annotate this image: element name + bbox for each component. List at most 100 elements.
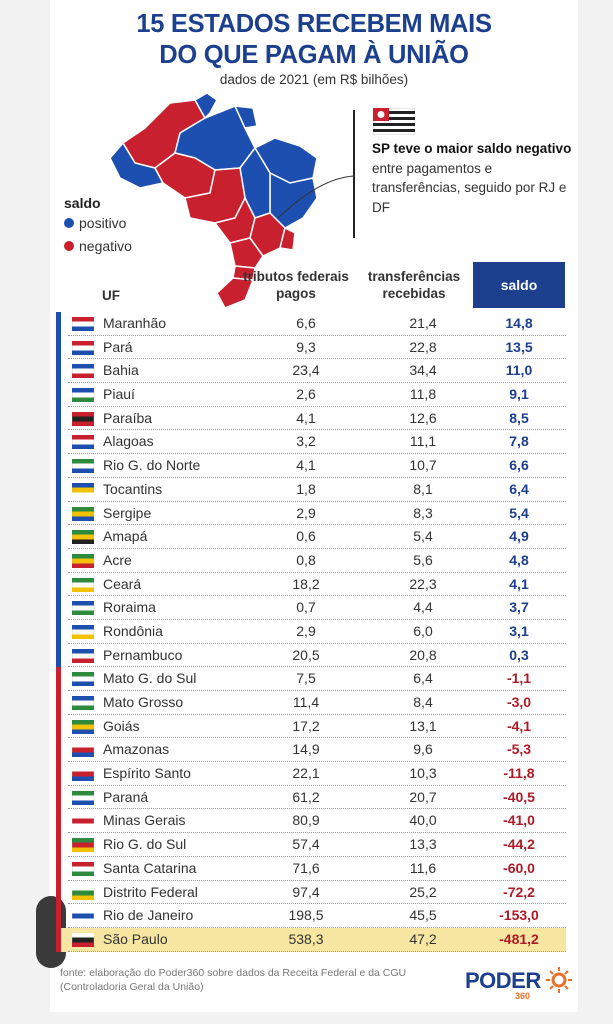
state-name: Pernambuco: [103, 646, 183, 663]
saldo-sign-bar: [56, 477, 61, 502]
transferencias-value: 13,1: [409, 717, 437, 734]
tributos-value: 71,6: [292, 859, 320, 876]
logo-text: PODER: [465, 968, 541, 993]
state-name: Tocantins: [103, 480, 163, 497]
transferencias-value: 47,2: [409, 930, 437, 947]
transferencias-value: 5,4: [413, 528, 433, 545]
transferencias-value: 20,7: [409, 788, 437, 805]
table-row: Santa Catarina 71,6 11,6 -60,0: [56, 856, 566, 881]
transferencias-value: 8,4: [413, 694, 433, 710]
table-row: Mato Grosso 11,4 8,4 -3,0: [56, 691, 566, 715]
saldo-value: -41,0: [503, 812, 535, 829]
state-name: Maranhão: [103, 315, 167, 331]
saldo-value: 13,5: [505, 338, 533, 355]
table-row: Piauí 2,6 11,8 9,1: [56, 383, 566, 407]
table-row: Bahia 23,4 34,4 11,0: [56, 359, 566, 384]
saldo-sign-bar: [56, 383, 61, 407]
state-flag-icon: [72, 624, 94, 639]
legend-positive: positivo: [64, 215, 126, 231]
tributos-value: 538,3: [288, 930, 324, 947]
state-name: Paraíba: [103, 409, 153, 426]
transferencias-value: 12,6: [409, 409, 437, 426]
table-row: Roraima 0,7 4,4 3,7: [56, 596, 566, 620]
data-table: Maranhão 6,6 21,4 14,8 Pará 9,3 22,8 13,5 Bahia 2…: [56, 312, 566, 952]
column-header-uf: UF: [102, 288, 120, 303]
table-row: Paraíba 4,1 12,6 8,5: [56, 406, 566, 431]
state-flag-icon: [72, 506, 94, 521]
saldo-sign-bar: [56, 501, 61, 526]
brazil-map-icon: [109, 92, 318, 309]
tributos-value: 17,2: [292, 717, 320, 734]
tributos-value: 0,7: [296, 599, 316, 616]
page-title-line2: DO QUE PAGAM À UNIÃO: [159, 41, 469, 69]
infographic-card: 15 ESTADOS RECEBEM MAIS DO QUE PAGAM À U…: [36, 0, 578, 1012]
state-flag-icon: [72, 364, 94, 379]
tributos-value: 2,9: [296, 622, 316, 639]
column-header-tributos: tributos federais pagos: [243, 269, 349, 301]
state-flag-icon: [72, 672, 94, 687]
tributos-value: 11,4: [292, 694, 320, 710]
state-name: Goiás: [103, 717, 140, 734]
saldo-value: -3,0: [506, 694, 532, 710]
saldo-sign-bar: [56, 359, 61, 384]
transferencias-value: 13,3: [409, 836, 437, 853]
transferencias-value: 4,4: [413, 599, 433, 616]
legend-positive-label: positivo: [79, 215, 127, 231]
table-row: Rondônia 2,9 6,0 3,1: [56, 619, 566, 644]
state-name: Piauí: [103, 386, 135, 403]
transferencias-value: 22,8: [409, 338, 437, 355]
table-row: Pernambuco 20,5 20,8 0,3: [56, 643, 566, 668]
saldo-sign-bar: [56, 809, 61, 834]
saldo-value: 11,0: [505, 362, 533, 379]
tributos-value: 4,1: [296, 409, 316, 426]
saldo-value: 6,6: [509, 457, 529, 474]
state-flag-icon: [72, 719, 94, 734]
table-row: Rio de Janeiro 198,5 45,5 -153,0: [56, 904, 566, 928]
legend-title: saldo: [64, 195, 101, 211]
sao-paulo-flag-icon: [373, 108, 415, 135]
saldo-sign-bar: [56, 691, 61, 715]
state-name: Rondônia: [103, 622, 163, 639]
negative-dot-icon: [64, 241, 74, 251]
saldo-sign-bar: [56, 548, 61, 573]
tributos-value: 3,2: [296, 433, 316, 450]
table-row: Tocantins 1,8 8,1 6,4: [56, 477, 566, 502]
saldo-sign-bar: [56, 430, 61, 455]
saldo-sign-bar: [56, 525, 61, 549]
saldo-value: -40,5: [503, 788, 535, 805]
state-flag-icon: [72, 743, 94, 758]
table-row: Ceará 18,2 22,3 4,1: [56, 572, 566, 597]
state-name: Ceará: [103, 575, 142, 592]
saldo-value: -481,2: [499, 930, 539, 947]
table-row: Alagoas 3,2 11,1 7,8: [56, 430, 566, 455]
state-name: Mato Grosso: [103, 694, 184, 710]
tributos-value: 0,6: [296, 528, 316, 545]
state-name: Pará: [103, 338, 133, 355]
tributos-value: 23,4: [292, 362, 320, 379]
transferencias-value: 11,6: [409, 859, 437, 876]
table-row: Amapá 0,6 5,4 4,9: [56, 525, 566, 549]
state-flag-icon: [72, 530, 94, 545]
transferencias-value: 11,8: [409, 386, 437, 403]
state-name: Rio G. do Sul: [103, 836, 187, 853]
transferencias-value: 9,6: [413, 741, 433, 758]
transferencias-value: 45,5: [409, 907, 437, 924]
saldo-value: -1,1: [506, 670, 532, 687]
tributos-value: 0,8: [296, 551, 316, 568]
tributos-value: 57,4: [292, 836, 320, 853]
column-header-transferencias: transferências recebidas: [367, 269, 461, 301]
state-flag-icon: [72, 459, 94, 474]
state-flag-icon: [72, 340, 94, 355]
legend-negative: negativo: [64, 238, 132, 254]
state-flag-icon: [72, 411, 94, 426]
saldo-sign-bar: [56, 904, 61, 928]
table-row: Sergipe 2,9 8,3 5,4: [56, 501, 566, 526]
saldo-sign-bar: [56, 596, 61, 620]
tributos-value: 2,9: [296, 504, 316, 521]
saldo-value: -60,0: [503, 859, 535, 876]
saldo-value: 4,8: [509, 551, 529, 568]
callout-connector: [277, 110, 355, 238]
saldo-value: -4,1: [506, 717, 532, 734]
saldo-value: 4,1: [509, 575, 529, 592]
state-name: Alagoas: [103, 433, 154, 450]
